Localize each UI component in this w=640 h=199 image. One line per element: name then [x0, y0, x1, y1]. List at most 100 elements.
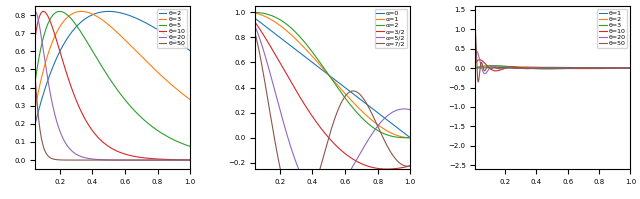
- α=3/2: [373, 167, 381, 170]
- θ=50: [31, 79, 39, 82]
- θ=50: [144, 159, 152, 161]
- θ=2: [481, 66, 489, 68]
- θ=10: [531, 67, 538, 69]
- θ=50: [627, 67, 634, 69]
- α=7/2: [406, 165, 414, 167]
- θ=10: [564, 67, 572, 69]
- Line: θ=50: θ=50: [28, 11, 190, 160]
- α=5/2: [243, 11, 251, 14]
- θ=20: [627, 67, 634, 69]
- α=3/2: [364, 165, 372, 167]
- α=0: [347, 91, 355, 93]
- θ=10: [127, 154, 134, 157]
- θ=2: [471, 67, 479, 69]
- α=2: [406, 137, 414, 139]
- α=1: [364, 116, 372, 118]
- α=3/2: [347, 157, 355, 159]
- θ=20: [153, 159, 161, 161]
- θ=3: [627, 67, 634, 69]
- θ=1: [564, 66, 572, 69]
- θ=20: [120, 159, 127, 161]
- θ=20: [564, 67, 572, 69]
- θ=10: [24, 155, 31, 157]
- θ=3: [586, 67, 594, 69]
- θ=50: [83, 159, 90, 161]
- α=0: [340, 85, 348, 88]
- θ=20: [473, 50, 481, 53]
- α=5/2: [303, 184, 310, 186]
- θ=2: [105, 10, 113, 13]
- Line: θ=2: θ=2: [475, 66, 630, 69]
- α=0: [252, 18, 259, 20]
- θ=20: [24, 151, 31, 153]
- θ=50: [556, 67, 563, 69]
- Legend: θ=2, θ=3, θ=5, θ=10, θ=20, θ=50: θ=2, θ=3, θ=5, θ=10, θ=20, θ=50: [157, 9, 187, 48]
- α=0: [373, 111, 381, 113]
- θ=3: [471, 67, 479, 69]
- α=2: [243, 11, 251, 14]
- Line: θ=20: θ=20: [28, 11, 190, 160]
- α=5/2: [319, 198, 326, 199]
- θ=5: [120, 97, 127, 99]
- θ=5: [83, 39, 90, 42]
- θ=3: [120, 37, 127, 40]
- θ=50: [153, 159, 161, 161]
- Line: α=5/2: α=5/2: [247, 12, 410, 199]
- θ=50: [127, 159, 134, 161]
- θ=20: [531, 67, 538, 69]
- Line: θ=10: θ=10: [28, 11, 190, 160]
- θ=3: [543, 68, 551, 70]
- α=1: [406, 137, 414, 139]
- θ=2: [24, 158, 31, 160]
- α=5/2: [406, 108, 414, 111]
- θ=5: [153, 129, 161, 131]
- θ=20: [127, 159, 134, 161]
- θ=20: [471, 58, 479, 60]
- θ=2: [508, 65, 516, 68]
- α=7/2: [252, 33, 259, 36]
- θ=20: [586, 67, 594, 69]
- θ=2: [186, 50, 194, 52]
- θ=50: [26, 10, 34, 13]
- α=2: [340, 95, 348, 97]
- θ=2: [120, 13, 127, 15]
- θ=50: [24, 140, 31, 142]
- θ=3: [481, 65, 489, 67]
- θ=50: [586, 67, 594, 69]
- θ=3: [508, 66, 516, 68]
- θ=5: [186, 145, 194, 148]
- Line: θ=5: θ=5: [28, 11, 190, 158]
- θ=10: [481, 62, 489, 65]
- α=3/2: [252, 22, 259, 24]
- θ=2: [556, 67, 563, 69]
- α=2: [252, 11, 259, 14]
- θ=2: [499, 65, 506, 68]
- θ=3: [83, 11, 90, 13]
- θ=2: [144, 23, 152, 25]
- α=3/2: [243, 11, 251, 14]
- θ=1: [556, 66, 563, 69]
- θ=3: [556, 68, 563, 70]
- Line: θ=50: θ=50: [475, 26, 630, 82]
- θ=10: [508, 66, 516, 68]
- θ=2: [580, 67, 588, 70]
- θ=2: [83, 17, 90, 19]
- Line: θ=3: θ=3: [475, 66, 630, 69]
- θ=20: [31, 10, 39, 13]
- α=7/2: [373, 123, 381, 126]
- Line: α=0: α=0: [247, 12, 410, 138]
- Line: θ=2: θ=2: [28, 11, 190, 159]
- θ=50: [481, 69, 489, 71]
- θ=10: [120, 152, 127, 155]
- θ=10: [556, 67, 563, 69]
- α=5/2: [252, 26, 259, 28]
- α=1: [373, 123, 381, 125]
- θ=50: [564, 67, 572, 69]
- θ=10: [476, 59, 483, 61]
- θ=3: [24, 158, 31, 160]
- θ=5: [127, 105, 134, 108]
- α=1: [243, 11, 251, 14]
- θ=10: [471, 64, 479, 67]
- θ=10: [144, 157, 152, 159]
- θ=50: [531, 67, 538, 69]
